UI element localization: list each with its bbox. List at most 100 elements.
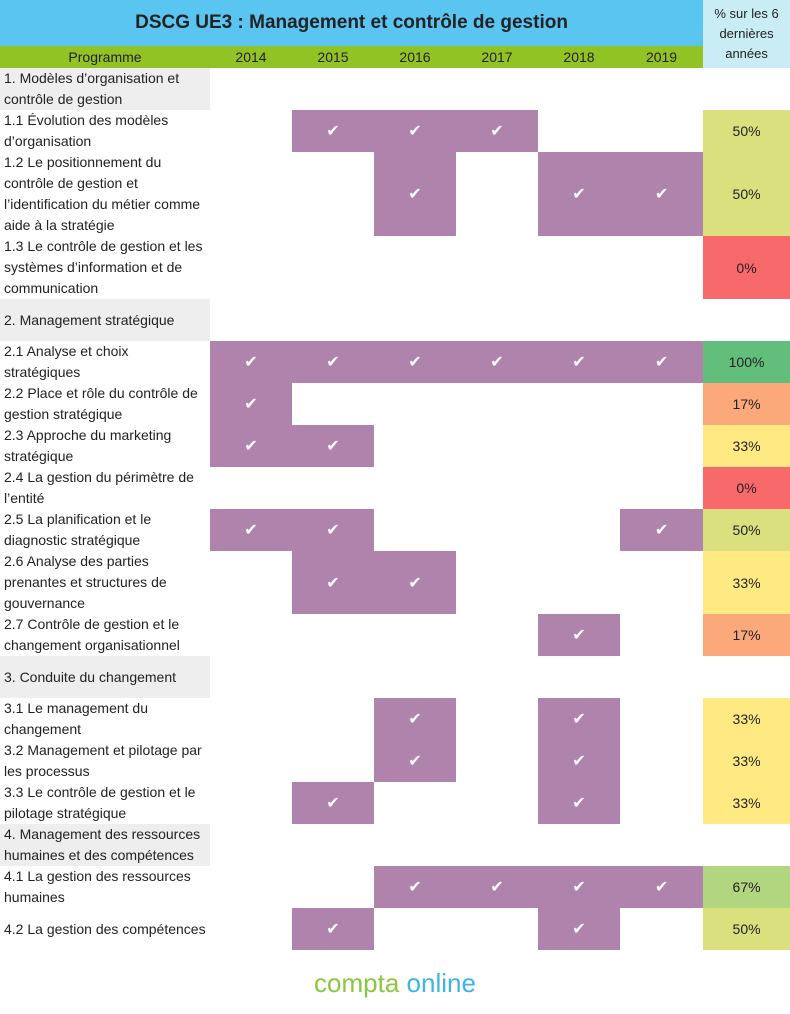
empty-cell — [374, 467, 456, 509]
share-cell: 0% — [703, 236, 790, 299]
empty-cell — [210, 467, 292, 509]
item-row: 1.2 Le positionnement du contrôle de ges… — [0, 152, 790, 236]
check-cell: ✔ — [374, 698, 456, 740]
item-row: 2.2 Place et rôle du contrôle de gestion… — [0, 383, 790, 425]
check-cell: ✔ — [374, 866, 456, 908]
empty-cell — [456, 236, 538, 299]
empty-cell — [456, 551, 538, 614]
logo-left: compta — [314, 968, 407, 998]
section-row: 3. Conduite du changement — [0, 656, 790, 698]
check-cell: ✔ — [456, 866, 538, 908]
year-header: 2014 — [210, 46, 292, 68]
share-cell: 33% — [703, 425, 790, 467]
empty-cell — [374, 782, 456, 824]
check-cell: ✔ — [374, 341, 456, 383]
share-cell: 67% — [703, 866, 790, 908]
empty-cell — [456, 425, 538, 467]
item-row: 4.1 La gestion des ressources humaines ✔ ✔… — [0, 866, 790, 908]
empty-cell — [292, 467, 374, 509]
check-cell: ✔ — [456, 110, 538, 152]
empty-cell — [210, 152, 292, 236]
empty-cell — [210, 656, 790, 698]
year-header: 2018 — [538, 46, 620, 68]
empty-cell — [210, 782, 292, 824]
item-label: 2.6 Analyse des parties prenantes et str… — [4, 553, 167, 611]
empty-cell — [374, 509, 456, 551]
empty-cell — [538, 467, 620, 509]
section-label: 2. Management stratégique — [0, 299, 210, 341]
share-cell: 33% — [703, 551, 790, 614]
title-row: DSCG UE3 : Management et contrôle de ges… — [0, 0, 790, 68]
share-cell: 33% — [703, 740, 790, 782]
share-cell: 33% — [703, 698, 790, 740]
item-row: 2.7 Contrôle de gestion et le changement… — [0, 614, 790, 656]
check-cell: ✔ — [292, 908, 374, 950]
empty-cell — [456, 740, 538, 782]
item-label: 1.3 Le contrôle de gestion et les systèm… — [4, 238, 203, 296]
table-header: DSCG UE3 : Management et contrôle de ges… — [0, 0, 790, 68]
share-cell: 100% — [703, 341, 790, 383]
share-header: % sur les 6 dernières années — [703, 0, 790, 68]
empty-cell — [374, 383, 456, 425]
empty-cell — [456, 698, 538, 740]
item-row: 2.3 Approche du marketing stratégique ✔ ✔ 3… — [0, 425, 790, 467]
empty-cell — [210, 299, 790, 341]
section-row: 4. Management des ressources humaines et… — [0, 824, 790, 866]
check-cell: ✔ — [374, 551, 456, 614]
check-cell: ✔ — [538, 866, 620, 908]
check-cell: ✔ — [538, 698, 620, 740]
check-cell: ✔ — [538, 341, 620, 383]
year-header: 2015 — [292, 46, 374, 68]
item-row: 1.3 Le contrôle de gestion et les systèm… — [0, 236, 790, 299]
check-cell: ✔ — [292, 341, 374, 383]
item-label: 1.1 Évolution des modèles d’organisation — [4, 112, 169, 149]
check-cell: ✔ — [292, 509, 374, 551]
section-label: 1. Modèles d’organisation et contrôle de… — [0, 68, 210, 110]
share-cell: 0% — [703, 467, 790, 509]
section-label: 4. Management des ressources humaines et… — [0, 824, 210, 866]
item-label: 3.2 Management et pilotage par les proce… — [4, 742, 202, 779]
empty-cell — [538, 509, 620, 551]
check-cell: ✔ — [374, 110, 456, 152]
empty-cell — [620, 383, 703, 425]
empty-cell — [210, 908, 292, 950]
check-cell: ✔ — [620, 509, 704, 551]
section-row: 1. Modèles d’organisation et contrôle de… — [0, 68, 790, 110]
section-label: 3. Conduite du changement — [0, 656, 210, 698]
empty-cell — [292, 236, 374, 299]
item-label: 3.3 Le contrôle de gestion et le pilotag… — [4, 784, 196, 821]
check-cell: ✔ — [538, 782, 620, 824]
share-cell: 33% — [703, 782, 790, 824]
check-cell: ✔ — [456, 341, 538, 383]
footer-logo: compta online — [0, 968, 790, 999]
section-row: 2. Management stratégique — [0, 299, 790, 341]
check-cell: ✔ — [538, 908, 620, 950]
item-row: 2.5 La planification et le diagnostic st… — [0, 509, 790, 551]
item-label: 4.1 La gestion des ressources humaines — [4, 868, 191, 905]
item-row: 4.2 La gestion des compétences ✔ ✔ 50% — [0, 908, 790, 950]
check-cell: ✔ — [210, 383, 292, 425]
empty-cell — [620, 698, 703, 740]
share-cell: 17% — [703, 614, 790, 656]
check-cell: ✔ — [292, 782, 374, 824]
check-cell: ✔ — [292, 551, 374, 614]
item-row: 3.3 Le contrôle de gestion et le pilotag… — [0, 782, 790, 824]
check-cell: ✔ — [374, 740, 456, 782]
empty-cell — [374, 425, 456, 467]
empty-cell — [210, 866, 292, 908]
check-cell: ✔ — [210, 425, 292, 467]
empty-cell — [210, 740, 292, 782]
empty-cell — [620, 908, 703, 950]
year-header: 2016 — [374, 46, 456, 68]
empty-cell — [538, 236, 620, 299]
item-row: 3.2 Management et pilotage par les proce… — [0, 740, 790, 782]
empty-cell — [456, 383, 538, 425]
item-label: 2.2 Place et rôle du contrôle de gestion… — [4, 385, 198, 422]
empty-cell — [292, 383, 374, 425]
empty-cell — [620, 425, 703, 467]
empty-cell — [620, 467, 703, 509]
item-label: 2.4 La gestion du périmètre de l’entité — [4, 469, 194, 506]
empty-cell — [538, 425, 620, 467]
